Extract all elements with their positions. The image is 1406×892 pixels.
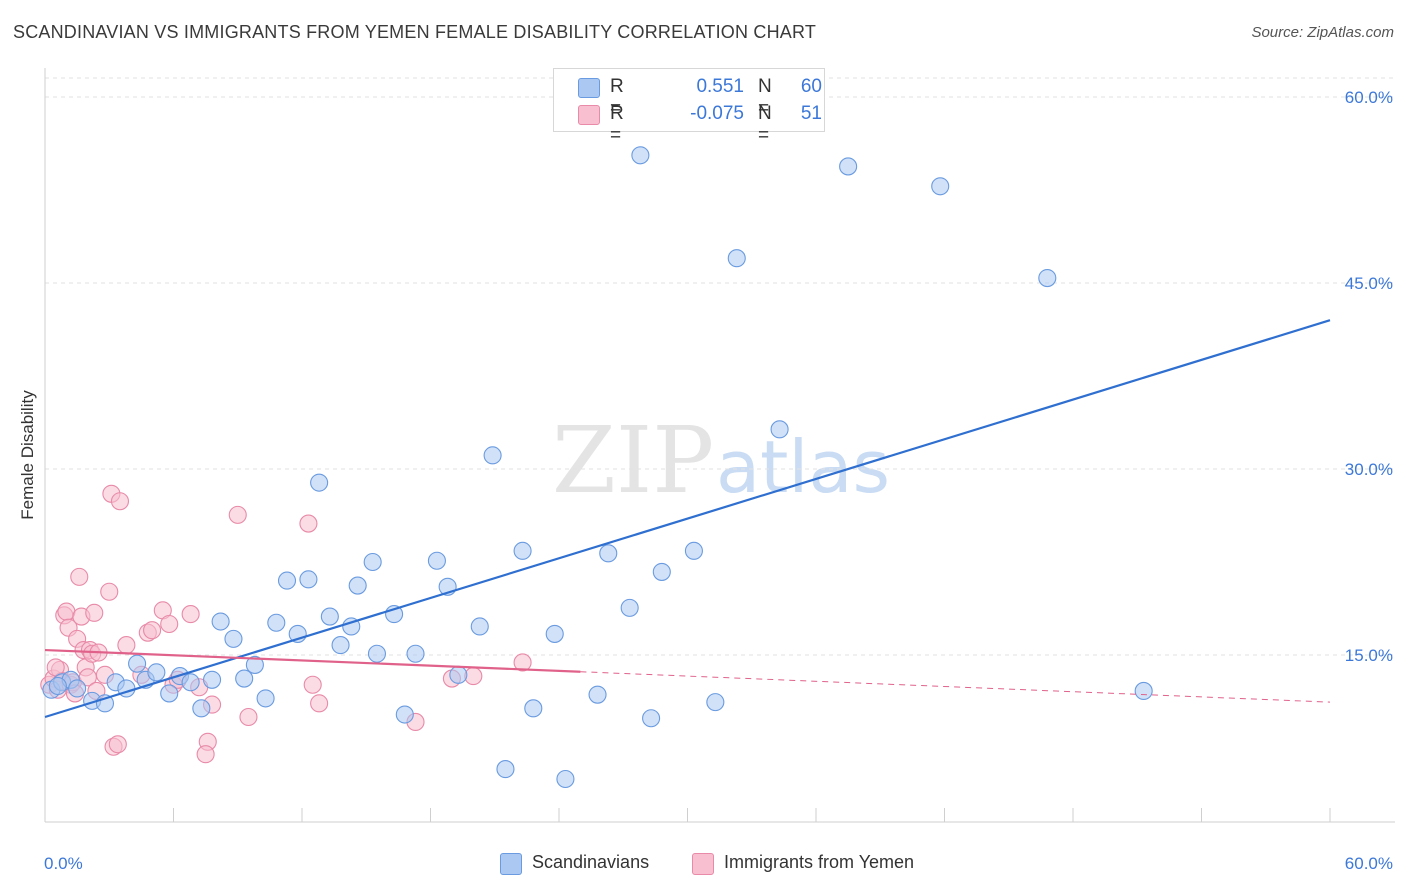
trend-line-yemen-extension (580, 671, 1331, 703)
y-tick-label: 15.0% (1345, 646, 1393, 665)
legend-label: Immigrants from Yemen (724, 852, 915, 872)
watermark-zip: ZIP (552, 407, 714, 514)
point-scandinavians (706, 693, 725, 712)
point-scandinavians (449, 665, 468, 684)
point-scandinavians (235, 669, 254, 688)
point-yemen (143, 621, 162, 640)
point-scandinavians (211, 612, 230, 631)
point-yemen (100, 582, 119, 601)
point-scandinavians (545, 624, 564, 643)
point-scandinavians (267, 613, 286, 632)
point-yemen (108, 735, 127, 754)
point-yemen (181, 605, 200, 624)
legend-swatch-yemen (578, 105, 600, 125)
n-label: N = (758, 103, 772, 146)
y-axis-label: Female Disability (18, 390, 37, 520)
point-yemen (160, 614, 179, 634)
point-scandinavians (652, 562, 671, 581)
r-label: R = (610, 76, 624, 119)
n-value: 51 (800, 103, 822, 124)
point-scandinavians (192, 699, 211, 718)
point-scandinavians (224, 629, 243, 648)
point-scandinavians (203, 670, 222, 689)
point-scandinavians (406, 644, 425, 663)
r-value: 0.551 (696, 76, 744, 97)
point-scandinavians (496, 760, 515, 779)
point-scandinavians (181, 673, 200, 692)
point-scandinavians (470, 617, 489, 636)
point-yemen (70, 567, 89, 586)
n-label: N = (758, 76, 772, 119)
trend-line-scandinavians (44, 319, 1331, 719)
point-yemen (85, 603, 104, 622)
point-yemen (110, 492, 130, 511)
point-scandinavians (160, 684, 179, 703)
point-yemen (117, 636, 136, 655)
trend-line-yemen (44, 648, 581, 673)
point-scandinavians (363, 552, 382, 572)
point-scandinavians (839, 157, 858, 176)
point-yemen (310, 694, 329, 713)
point-scandinavians (68, 679, 87, 698)
point-scandinavians (48, 676, 67, 696)
point-scandinavians (147, 663, 166, 682)
point-scandinavians (310, 473, 329, 492)
point-scandinavians (367, 644, 387, 663)
point-yemen (303, 675, 322, 694)
point-scandinavians (1134, 681, 1153, 701)
point-scandinavians (513, 541, 532, 560)
point-scandinavians (299, 570, 318, 589)
point-scandinavians (395, 705, 414, 724)
r-value: -0.075 (690, 103, 744, 124)
point-yemen (513, 653, 532, 672)
n-value: 60 (800, 76, 822, 97)
y-tick-label: 60.0% (1345, 88, 1393, 107)
point-scandinavians (245, 655, 264, 674)
y-tick-label: 30.0% (1345, 460, 1393, 479)
point-yemen (239, 707, 258, 727)
point-scandinavians (277, 571, 297, 590)
point-scandinavians (1038, 268, 1057, 288)
y-tick-label: 45.0% (1345, 274, 1393, 293)
point-scandinavians (128, 654, 147, 673)
point-scandinavians (620, 598, 639, 617)
point-scandinavians (556, 769, 575, 789)
point-scandinavians (631, 146, 650, 165)
legend-label: Scandinavians (532, 852, 650, 872)
point-yemen (196, 745, 215, 764)
point-yemen (57, 602, 76, 621)
point-scandinavians (524, 699, 543, 718)
point-scandinavians (770, 420, 789, 439)
point-scandinavians (483, 446, 502, 465)
point-yemen (46, 658, 65, 677)
chart-title: SCANDINAVIAN VS IMMIGRANTS FROM YEMEN FE… (13, 22, 817, 42)
r-label: R = (610, 103, 624, 146)
point-scandinavians (427, 551, 446, 570)
point-scandinavians (320, 607, 339, 626)
source-label: Source: ZipAtlas.com (1251, 24, 1394, 41)
legend-swatch-scandinavians (500, 853, 522, 875)
point-scandinavians (931, 177, 950, 196)
point-scandinavians (331, 636, 350, 655)
correlation-legend: R = 0.551 N = 60 R = -0.075 N = 51 (553, 68, 825, 146)
x-tick-label: 60.0% (1345, 854, 1393, 873)
point-scandinavians (684, 541, 703, 560)
legend-swatch-scandinavians (578, 78, 600, 98)
watermark-atlas: atlas (716, 425, 890, 509)
point-yemen (299, 514, 318, 533)
point-yemen (464, 667, 483, 686)
point-scandinavians (588, 685, 607, 704)
point-scandinavians (727, 249, 746, 268)
point-scandinavians (642, 709, 661, 728)
point-scandinavians (348, 576, 367, 595)
x-tick-label: 0.0% (44, 854, 83, 873)
point-scandinavians (599, 544, 618, 563)
legend-swatch-yemen (692, 853, 714, 875)
point-scandinavians (256, 689, 275, 708)
point-yemen (228, 505, 247, 524)
